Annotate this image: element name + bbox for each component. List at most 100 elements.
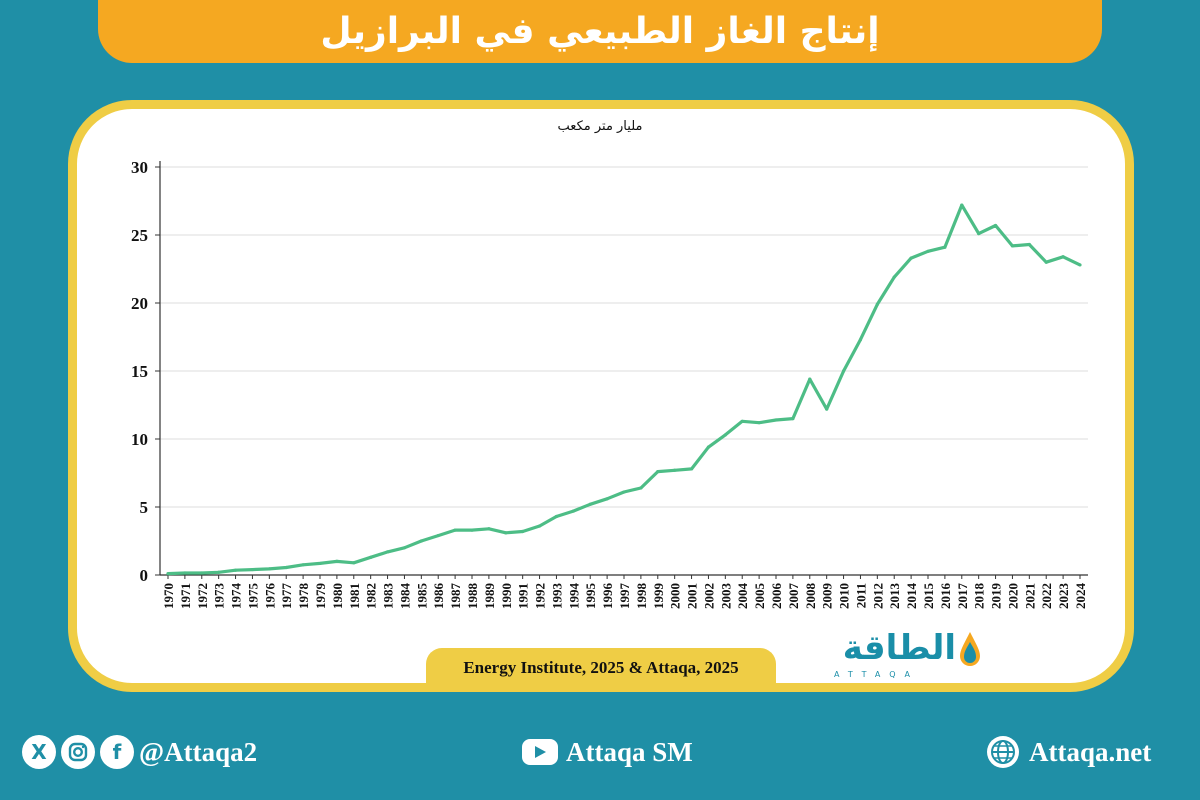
logo-text: الطاقة [842, 628, 956, 668]
series-line [167, 203, 1081, 576]
x-tick-label-2015: 2015 [921, 583, 936, 610]
x-tick-label-2006: 2006 [769, 583, 784, 610]
x-tick-label-1997: 1997 [617, 583, 632, 610]
x-tick-label-1977: 1977 [279, 583, 294, 610]
x-tick-label-1998: 1998 [634, 583, 649, 610]
data-point-2022 [1044, 260, 1048, 264]
data-point-1971 [183, 571, 187, 575]
data-point-2021 [1027, 242, 1031, 247]
data-point-2006 [774, 418, 778, 422]
facebook-icon[interactable]: f [100, 735, 134, 769]
x-tick-label-1978: 1978 [296, 583, 311, 610]
data-point-1991 [521, 529, 525, 534]
data-point-2004 [740, 419, 744, 423]
data-point-1976 [267, 567, 271, 571]
x-tick-label-1988: 1988 [465, 583, 480, 610]
x-tick-label-1984: 1984 [397, 583, 412, 610]
data-point-1981 [352, 561, 356, 565]
data-point-1979 [318, 561, 322, 566]
social-footer-center: Attaqa SM [522, 728, 693, 776]
data-point-2014 [909, 256, 913, 260]
x-tick-label-1986: 1986 [431, 583, 446, 610]
x-tick-label-2024: 2024 [1073, 583, 1088, 610]
website-link[interactable]: Attaqa.net [1029, 736, 1152, 767]
data-point-1990 [504, 531, 508, 535]
data-point-2005 [757, 421, 761, 425]
instagram-icon[interactable] [61, 735, 95, 769]
drop-icon [960, 632, 980, 666]
youtube-icon[interactable] [522, 739, 558, 765]
data-point-1994 [571, 509, 575, 513]
x-tick-label-1990: 1990 [499, 583, 514, 609]
y-tick-label-20: 20 [131, 294, 148, 313]
data-point-2016 [943, 245, 947, 249]
data-point-1993 [554, 514, 559, 519]
data-point-1992 [537, 524, 542, 528]
x-tick-label-2008: 2008 [803, 583, 818, 610]
unit-label: مليار متر مكعب [557, 119, 643, 134]
y-axis-ticks: 0 5 10 15 20 25 30 [131, 158, 160, 585]
series-layer [166, 203, 1082, 576]
y-tick-label-15: 15 [131, 362, 148, 381]
data-point-2023 [1061, 255, 1065, 259]
y-tick-label-0: 0 [140, 566, 149, 585]
x-tick-label-2005: 2005 [752, 583, 767, 610]
attaqa-logo: الطاقة ATTAQA [826, 628, 986, 684]
data-point-1974 [233, 568, 238, 572]
data-point-2003 [723, 433, 727, 437]
x-tick-label-1979: 1979 [313, 583, 328, 610]
data-point-1982 [369, 555, 373, 559]
x-tick-label-2002: 2002 [701, 583, 716, 609]
data-point-1975 [250, 567, 255, 572]
logo-subtitle: ATTAQA [834, 670, 919, 679]
x-tick-label-1994: 1994 [566, 583, 581, 610]
data-point-2019 [993, 223, 998, 228]
data-point-1988 [470, 528, 474, 532]
source-label: Energy Institute, 2025 & Attaqa, 2025 [426, 648, 776, 688]
gridlines [160, 166, 1088, 508]
x-tick-label-1983: 1983 [381, 583, 396, 610]
x-tick-label-2022: 2022 [1039, 583, 1054, 609]
x-tick-label-1975: 1975 [245, 583, 260, 610]
data-point-1998 [639, 486, 643, 490]
x-tick-label-2000: 2000 [668, 583, 683, 609]
data-point-1986 [436, 533, 440, 538]
social-footer-left: X f @Attaqa2 [22, 728, 257, 776]
youtube-handle[interactable]: Attaqa SM [566, 736, 693, 767]
data-point-2007 [791, 417, 795, 421]
data-point-2011 [858, 338, 863, 342]
data-point-2017 [960, 203, 964, 207]
x-tick-label-1973: 1973 [212, 583, 227, 610]
y-tick-label-30: 30 [131, 158, 148, 177]
globe-icon[interactable] [985, 734, 1021, 770]
data-point-1977 [284, 565, 288, 570]
data-point-1970 [166, 572, 170, 576]
data-point-2008 [808, 377, 812, 381]
data-point-2002 [706, 445, 711, 449]
data-point-2018 [977, 232, 981, 236]
y-tick-label-10: 10 [131, 430, 148, 449]
x-tick-label-1974: 1974 [229, 583, 244, 610]
data-point-1978 [301, 563, 305, 567]
data-point-1997 [622, 490, 626, 494]
x-tick-label-1976: 1976 [262, 583, 277, 610]
x-tick-label-2020: 2020 [1005, 583, 1020, 609]
data-point-2001 [689, 467, 694, 471]
x-tick-label-2011: 2011 [853, 583, 868, 608]
x-tick-label-1980: 1980 [330, 583, 345, 609]
x-tick-label-2003: 2003 [718, 583, 733, 610]
x-tick-label-2010: 2010 [837, 583, 852, 609]
social-handle[interactable]: @Attaqa2 [139, 736, 258, 767]
data-point-2010 [841, 369, 846, 373]
x-tick-label-1982: 1982 [364, 583, 379, 609]
data-point-1987 [453, 528, 457, 532]
x-tick-label-1989: 1989 [482, 583, 497, 610]
x-axis-ticks: 1970 1971 1972 1973 1974 1975 1976 1977 1978 1979… [161, 575, 1088, 609]
x-icon[interactable]: X [22, 735, 56, 769]
x-tick-label-1999: 1999 [651, 583, 666, 610]
x-tick-label-1987: 1987 [448, 583, 463, 610]
title-banner: إنتاج الغاز الطبيعي في البرازيل [98, 0, 1102, 63]
x-tick-label-1993: 1993 [549, 583, 564, 610]
data-point-1989 [487, 527, 491, 531]
